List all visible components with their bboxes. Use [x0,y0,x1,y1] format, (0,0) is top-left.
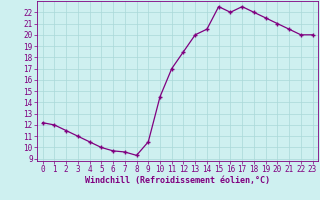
X-axis label: Windchill (Refroidissement éolien,°C): Windchill (Refroidissement éolien,°C) [85,176,270,185]
